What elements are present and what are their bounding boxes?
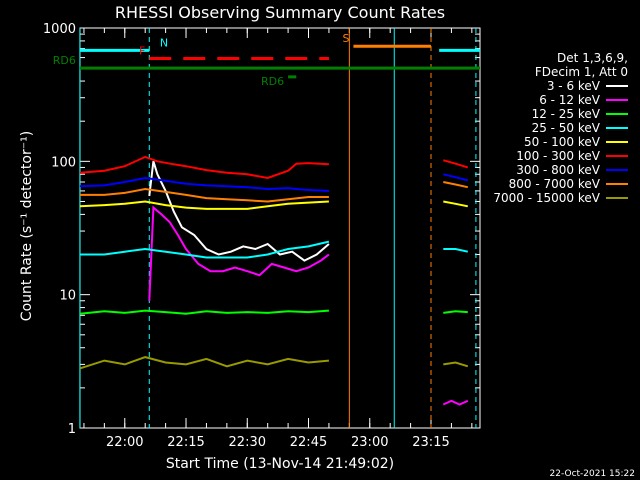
x-tick-label: 22:15 [167,435,204,450]
legend-entry-label: 800 - 7000 keV [509,177,601,191]
x-tick-label: 23:15 [412,435,449,450]
legend-entry-label: 25 - 50 keV [532,121,601,135]
footer-date: 22-Oct-2021 15:22 [550,469,635,479]
flag-label: S [342,32,349,45]
legend-entry-label: 12 - 25 keV [532,107,601,121]
x-axis-label: Start Time (13-Nov-14 21:49:02) [166,456,394,472]
chart-title: RHESSI Observing Summary Count Rates [115,3,445,22]
legend-header: FDecim 1, Att 0 [535,65,628,79]
series-line [443,248,469,253]
y-tick-label: 10 [59,289,76,304]
series-line [79,187,329,203]
series-line [79,309,329,315]
y-tick-label: 1 [68,422,76,437]
flag-label: N [160,36,168,49]
flag-label: RD6 [261,75,284,88]
series-line [148,205,330,301]
y-axis-label: Count Rate (s⁻¹ detector⁻¹) [19,131,35,321]
legend-entry-label: 100 - 300 keV [516,149,600,163]
series-line [443,361,469,368]
x-tick-label: 23:00 [351,435,388,450]
series-line [443,173,469,182]
series-line [443,200,468,208]
series-line [443,181,469,189]
y-tick-label: 100 [51,155,76,170]
flag-label: RD6 [53,54,76,67]
series-line [79,176,329,192]
legend-header: Det 1,3,6,9, [557,51,628,65]
plot-frame [79,27,481,429]
series-line [443,310,468,314]
series-line [79,356,329,370]
legend-entry-label: 6 - 12 keV [539,93,601,107]
series-line [443,159,469,169]
series-line [79,155,329,180]
y-tick-label: 1000 [43,22,76,37]
flag-label: F [139,45,145,58]
x-tick-label: 22:30 [229,435,266,450]
legend-entry-label: 50 - 100 keV [524,135,601,149]
plot-area: 1 10 100 1000 22:00 22:15 22:30 22:45 23:00 23:15… [43,22,481,450]
legend-entry-label: 7000 - 15000 keV [493,191,600,205]
series-line [148,161,330,262]
series-line [79,240,330,259]
series-line [442,399,469,406]
series-line [79,200,329,210]
legend-entry-label: 300 - 800 keV [516,163,600,177]
x-tick-label: 22:45 [290,435,327,450]
legend-entry-label: 3 - 6 keV [547,79,601,93]
x-tick-label: 22:00 [106,435,143,450]
